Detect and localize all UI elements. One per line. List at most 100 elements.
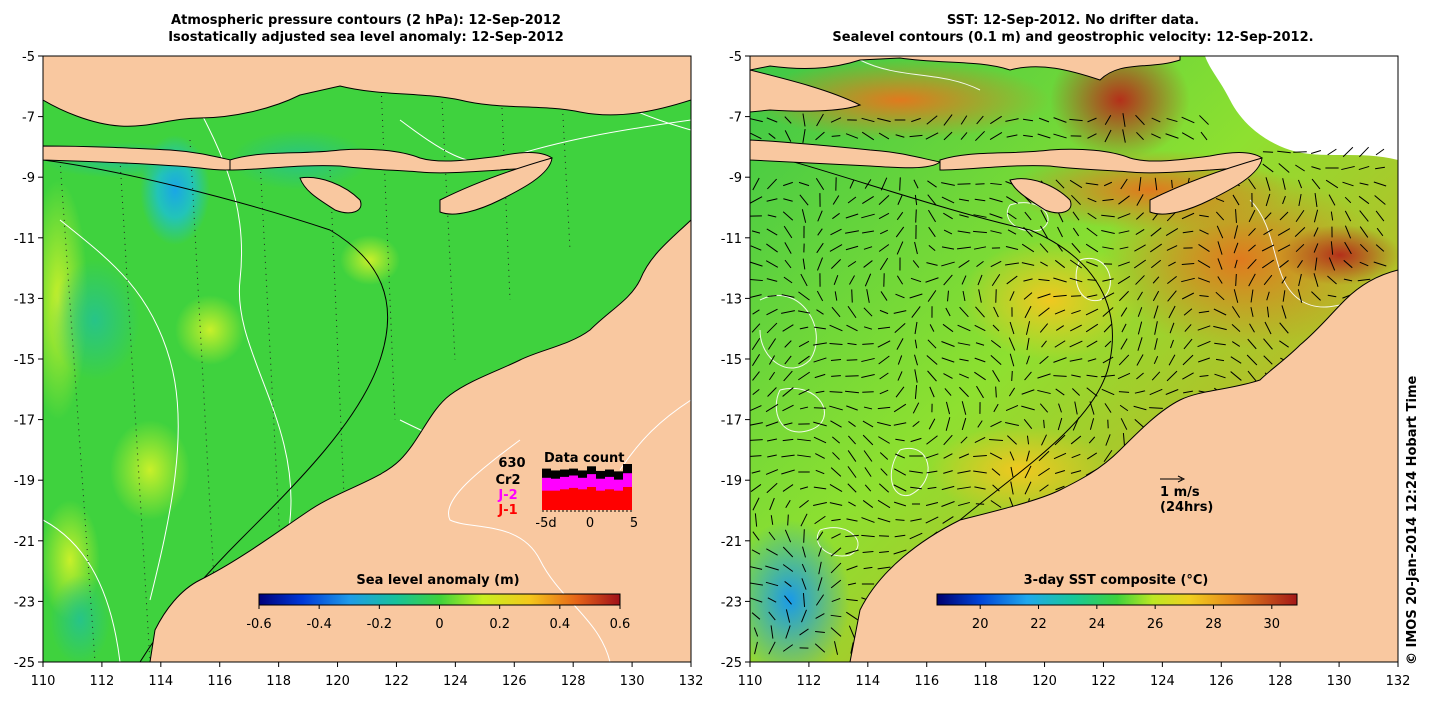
velocity-vector <box>750 455 762 457</box>
sla-blob <box>175 295 245 365</box>
velocity-vector <box>765 260 779 268</box>
velocity-vector <box>798 181 810 187</box>
velocity-vector <box>1039 355 1049 365</box>
velocity-vector <box>895 134 905 138</box>
velocity-vector <box>975 130 985 142</box>
velocity-vector <box>1086 340 1098 348</box>
velocity-vector <box>765 565 779 571</box>
bar-j1 <box>614 490 623 510</box>
velocity-vector <box>831 518 841 522</box>
velocity-vector <box>914 385 918 399</box>
velocity-vector <box>798 389 810 395</box>
velocity-vector <box>1119 246 1129 250</box>
velocity-vector <box>766 243 778 253</box>
left-lon-label: 110 <box>31 674 56 689</box>
velocity-vector <box>957 470 971 474</box>
velocity-vector <box>989 197 1003 203</box>
velocity-vector <box>1024 481 1032 495</box>
sla-blob <box>110 420 190 520</box>
velocity-vector <box>1250 307 1254 317</box>
velocity-vector <box>750 132 762 140</box>
velocity-vector <box>782 404 794 412</box>
velocity-vector <box>782 387 794 397</box>
velocity-vector <box>1359 210 1369 222</box>
velocity-vector <box>767 178 777 190</box>
left-lon-label: 128 <box>561 674 586 689</box>
velocity-vector <box>845 390 859 394</box>
velocity-vector <box>1342 146 1354 158</box>
velocity-vector <box>787 514 789 526</box>
velocity-vector <box>1086 452 1098 460</box>
velocity-vector <box>877 406 891 410</box>
velocity-vector <box>750 484 762 492</box>
velocity-vector <box>878 195 890 205</box>
velocity-vector <box>863 307 873 317</box>
left-lon-label: 132 <box>679 674 704 689</box>
velocity-vector <box>899 177 901 191</box>
velocity-vector <box>814 326 826 330</box>
velocity-vector <box>863 260 873 268</box>
velocity-vector <box>799 194 809 206</box>
velocity-vector <box>766 228 778 236</box>
velocity-vector <box>1151 371 1161 381</box>
sla-colorbar-ticks: -0.6 -0.4 -0.2 0 0.2 0.4 0.6 <box>246 605 630 632</box>
velocity-vector <box>802 593 806 607</box>
right-lon-label: 118 <box>973 674 998 689</box>
velocity-vector <box>767 387 777 397</box>
borneo-sulawesi-coast <box>43 56 691 127</box>
velocity-vector <box>783 225 793 239</box>
velocity-vector <box>1054 434 1066 446</box>
velocity-vector <box>1311 178 1321 190</box>
velocity-vector <box>1358 195 1370 205</box>
velocity-vector <box>989 132 1003 140</box>
velocity-vector <box>799 499 809 509</box>
velocity-vector <box>1137 307 1143 317</box>
velocity-vector <box>1006 196 1018 204</box>
velocity-vector <box>914 241 918 255</box>
velocity-vector <box>941 501 955 507</box>
velocity-vector <box>1069 179 1083 189</box>
velocity-vector <box>864 273 872 287</box>
velocity-vector <box>863 326 873 330</box>
velocity-vector <box>782 484 794 492</box>
velocity-vector <box>750 566 763 570</box>
velocity-vector <box>1072 227 1080 237</box>
velocity-vector <box>1087 212 1097 220</box>
velocity-vector <box>845 245 859 251</box>
velocity-vector <box>765 469 779 475</box>
velocity-vector <box>1181 116 1195 124</box>
velocity-vector <box>766 322 778 334</box>
velocity-vector <box>893 501 907 507</box>
velocity-vector <box>1376 227 1384 237</box>
velocity-vector <box>1328 257 1336 271</box>
velocity-vector <box>1136 131 1144 141</box>
velocity-vector <box>1200 131 1208 141</box>
velocity-vector <box>877 326 891 330</box>
velocity-vector <box>847 260 857 268</box>
velocity-vector <box>1118 391 1130 393</box>
velocity-vector <box>1149 243 1163 253</box>
velocity-vector <box>1197 277 1211 283</box>
velocity-vector <box>1344 196 1352 204</box>
velocity-vector <box>1215 197 1225 203</box>
velocity-vector <box>782 438 794 442</box>
velocity-vector <box>784 529 792 543</box>
velocity-vector <box>1277 228 1291 236</box>
right-lon-label: 110 <box>738 674 763 689</box>
velocity-vector <box>750 439 763 441</box>
sla-tick-label: 0 <box>435 617 443 632</box>
velocity-vector <box>1008 387 1016 397</box>
velocity-vector <box>914 321 918 335</box>
velocity-vector <box>943 212 953 220</box>
velocity-vector <box>752 388 760 396</box>
velocity-vector <box>990 260 1002 268</box>
velocity-vector <box>1039 243 1049 253</box>
velocity-vector <box>1037 293 1051 299</box>
velocity-vector <box>1181 263 1195 265</box>
velocity-vector <box>1134 390 1146 394</box>
velocity-vector <box>909 293 923 299</box>
sla-tick-label: -0.4 <box>306 617 331 632</box>
velocity-vector <box>1010 481 1014 495</box>
velocity-vector <box>1230 371 1242 381</box>
velocity-vector <box>1235 273 1237 287</box>
